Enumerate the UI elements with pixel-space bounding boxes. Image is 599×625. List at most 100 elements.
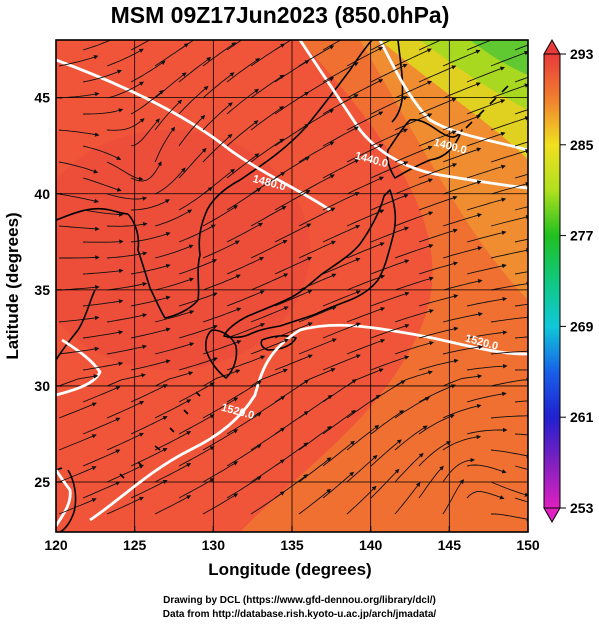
streamline xyxy=(322,440,355,467)
streamline xyxy=(202,429,239,451)
colorbar-tick-label: 261 xyxy=(570,409,594,425)
streamline xyxy=(82,417,121,435)
coastline-russia xyxy=(239,40,373,181)
streamline xyxy=(274,223,312,243)
streamline xyxy=(466,363,508,371)
streamline xyxy=(274,256,313,275)
streamline xyxy=(370,291,410,307)
streamline xyxy=(58,91,100,99)
streamline xyxy=(154,244,194,259)
streamline xyxy=(514,206,528,211)
streamlines xyxy=(58,40,528,522)
streamline xyxy=(226,88,260,115)
x-axis-title: Longitude (degrees) xyxy=(208,560,371,579)
streamline xyxy=(178,85,209,115)
streamline xyxy=(202,42,237,67)
streamline xyxy=(370,63,408,83)
streamline xyxy=(130,447,168,467)
streamline xyxy=(490,315,528,323)
streamline xyxy=(202,493,239,515)
streamline xyxy=(490,116,528,131)
coastlines xyxy=(56,40,509,532)
coastline-honshu xyxy=(223,189,397,339)
streamline xyxy=(490,349,528,355)
streamline xyxy=(370,410,405,435)
streamline xyxy=(298,273,337,291)
streamline xyxy=(274,289,313,307)
streamline xyxy=(514,369,528,371)
streamline xyxy=(394,482,421,515)
colorbar-top-arrow xyxy=(543,38,561,55)
streamline xyxy=(490,248,528,259)
streamline xyxy=(82,386,121,403)
streamline xyxy=(490,149,528,163)
streamline xyxy=(394,178,433,195)
streamline xyxy=(442,374,483,387)
y-tick-label: 45 xyxy=(34,90,50,106)
streamline xyxy=(130,90,164,115)
streamline xyxy=(202,307,242,323)
streamline xyxy=(226,120,259,147)
streamline xyxy=(466,230,507,243)
streamline xyxy=(202,340,242,355)
streamline xyxy=(130,295,171,307)
streamline xyxy=(130,161,162,182)
streamline xyxy=(370,226,410,243)
streamline xyxy=(298,207,336,227)
streamline xyxy=(58,285,100,291)
streamline xyxy=(226,256,265,275)
streamline xyxy=(178,147,207,179)
streamline xyxy=(442,312,483,323)
streamline xyxy=(370,194,409,211)
x-tick-label: 120 xyxy=(44,537,68,553)
streamline xyxy=(322,159,360,179)
streamline xyxy=(130,263,171,275)
streamline xyxy=(418,414,455,435)
streamline xyxy=(82,239,124,244)
streamline xyxy=(106,118,145,131)
streamline xyxy=(178,57,212,83)
streamline xyxy=(514,173,528,179)
streamline xyxy=(178,357,218,371)
streamline xyxy=(106,222,148,227)
streamline xyxy=(322,224,361,243)
x-tick-label: 125 xyxy=(123,537,147,553)
streamline xyxy=(130,479,168,499)
streamline xyxy=(82,209,124,217)
streamline xyxy=(514,336,528,339)
colorbar: 293 285 277 269 261 253 xyxy=(543,38,594,524)
streamline xyxy=(514,433,528,436)
streamline xyxy=(418,40,442,51)
x-tick-label: 140 xyxy=(359,537,383,553)
streamline xyxy=(178,446,215,467)
streamline xyxy=(202,240,240,259)
gridlines xyxy=(56,40,528,532)
streamline xyxy=(322,257,361,275)
streamline xyxy=(442,403,482,419)
contour-line xyxy=(378,40,528,152)
streamline xyxy=(394,276,434,291)
streamline xyxy=(82,330,124,339)
streamline xyxy=(442,147,482,163)
streamline xyxy=(226,412,262,435)
streamline xyxy=(202,274,241,291)
streamline xyxy=(490,281,528,291)
y-tick-label: 35 xyxy=(34,282,50,298)
streamline xyxy=(58,161,99,174)
streamline xyxy=(106,401,145,419)
streamline xyxy=(202,102,233,131)
streamline xyxy=(130,359,171,371)
streamline xyxy=(130,231,171,243)
streamline xyxy=(490,83,528,99)
streamline xyxy=(514,238,528,243)
streamline xyxy=(274,322,313,339)
streamline xyxy=(322,290,361,307)
contour-line xyxy=(56,58,331,212)
streamline xyxy=(130,60,166,83)
streamline xyxy=(490,214,528,227)
coastline-ryukyu xyxy=(119,391,201,479)
streamline xyxy=(250,74,285,99)
streamline xyxy=(322,62,359,83)
streamline xyxy=(466,164,506,179)
streamline xyxy=(154,463,192,483)
